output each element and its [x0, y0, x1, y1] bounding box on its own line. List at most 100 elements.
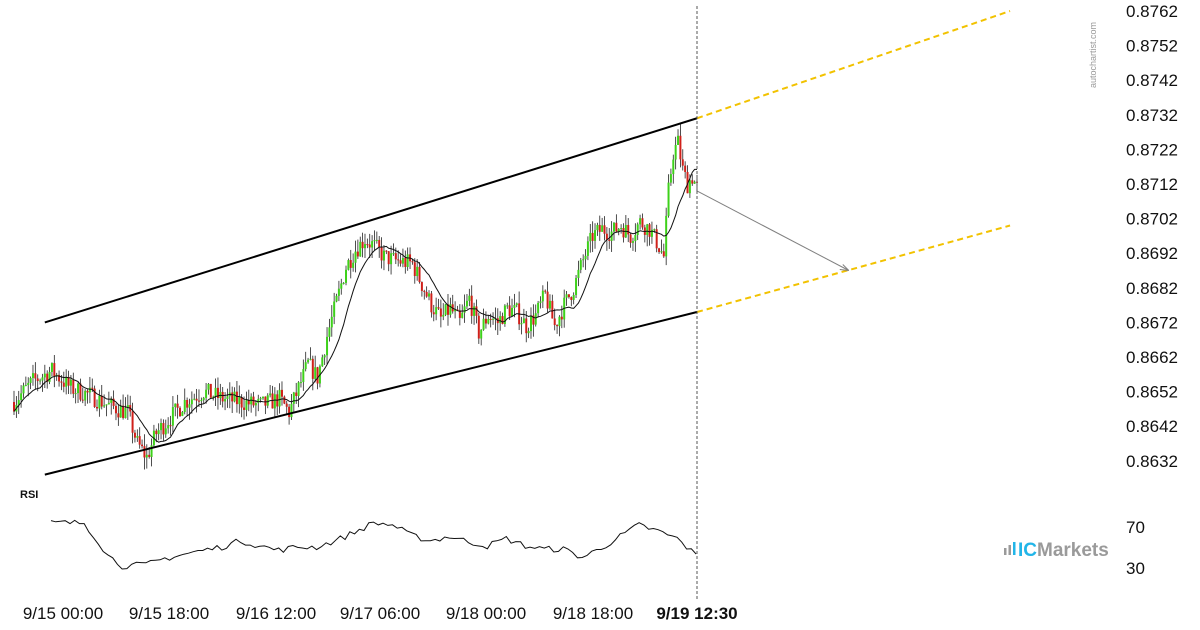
candle-body [131, 411, 134, 433]
candle-body [515, 303, 518, 305]
candle-body [347, 260, 350, 270]
candle-body [639, 218, 642, 225]
candle-body [259, 398, 262, 400]
candle-body [465, 300, 468, 307]
candle-body [520, 323, 523, 325]
candle-body [160, 423, 163, 431]
candle-body [150, 445, 153, 458]
candle-body [473, 306, 476, 316]
candle-body [387, 251, 390, 265]
candle-body [679, 135, 682, 160]
price-tick-label: 0.8642 [1126, 417, 1178, 436]
candle-body [594, 230, 597, 241]
candle-body [416, 266, 419, 277]
candle-body [221, 391, 224, 402]
candle-body [681, 159, 684, 166]
candle-body [326, 336, 329, 356]
candle-body [167, 425, 170, 429]
time-tick-label: 9/18 18:00 [553, 604, 633, 623]
candle-body [231, 392, 234, 402]
candle-body [677, 135, 680, 145]
candle-body [691, 180, 694, 184]
candle-body [480, 329, 483, 339]
price-axis: 0.8762 0.8752 0.8742 0.8732 0.8722 0.8712 0.87… [1126, 2, 1178, 471]
candle-body [88, 387, 91, 393]
candle-body [608, 239, 611, 241]
candle-body [283, 396, 286, 404]
candle-body [245, 400, 248, 410]
candle-body [202, 397, 205, 401]
candle-body [69, 379, 72, 386]
candle-body [437, 307, 440, 309]
candle-body [430, 293, 433, 313]
current-time-label: 9/19 12:30 [656, 604, 737, 623]
candle-body [65, 376, 68, 387]
candle-body [442, 314, 445, 317]
candle-body [503, 305, 506, 324]
candle-body [48, 371, 51, 382]
candle-body [58, 374, 61, 382]
candle-body [565, 294, 568, 298]
candle-body [67, 376, 70, 386]
candle-body [36, 378, 39, 382]
candle-body [207, 383, 210, 390]
candle-body [311, 358, 314, 379]
candle-body [629, 234, 632, 243]
candle-body [60, 381, 63, 383]
candle-body [297, 382, 300, 396]
candle-body [546, 291, 549, 309]
price-tick-label: 0.8672 [1126, 313, 1178, 332]
candle-body [292, 392, 295, 404]
candle-body [174, 403, 177, 408]
candle-body [117, 413, 120, 418]
candle-body [492, 318, 495, 320]
candle-body [155, 430, 158, 435]
candle-body [501, 316, 504, 324]
candle-body [254, 402, 257, 406]
candle-body [596, 224, 599, 231]
candle-body [183, 399, 186, 413]
channel-upper-line [44, 117, 698, 324]
candle-body [81, 399, 84, 401]
candle-body [304, 362, 307, 370]
candle-body [273, 394, 276, 409]
price-tick-label: 0.8712 [1126, 175, 1178, 194]
candle-body [366, 244, 369, 246]
candle-body [378, 239, 381, 248]
candle-body [572, 295, 575, 300]
candle-body [133, 432, 136, 438]
candle-body [418, 266, 421, 283]
candle-body [612, 222, 615, 232]
candle-body [216, 387, 219, 398]
candle-body [390, 253, 393, 265]
candle-body [84, 390, 87, 401]
candle-body [349, 260, 352, 268]
candle-body [508, 305, 511, 317]
rsi-label: RSI [20, 489, 38, 501]
price-tick-label: 0.8632 [1126, 452, 1178, 471]
candle-body [316, 367, 319, 384]
candle-body [181, 412, 184, 416]
candle-body [570, 297, 573, 300]
candle-body [432, 312, 435, 315]
candle-body [295, 392, 298, 396]
price-tick-label: 0.8662 [1126, 348, 1178, 367]
candle-body [397, 259, 400, 261]
candle-body [209, 383, 212, 398]
candle-body [164, 428, 167, 435]
rsi-line [50, 519, 697, 570]
candle-body [24, 385, 27, 387]
candle-body [556, 325, 559, 327]
candle-body [13, 401, 15, 412]
candle-body [333, 301, 336, 317]
candle-body [423, 290, 426, 292]
forecast-arrow-line [696, 190, 850, 271]
candle-body [43, 373, 46, 378]
rsi-level-70: 70 [1126, 518, 1145, 537]
candle-body [356, 251, 359, 257]
candle-body [27, 382, 30, 386]
candle-body [86, 390, 89, 393]
candle-body [558, 316, 561, 327]
candle-body [615, 222, 618, 232]
candle-body [119, 405, 122, 418]
